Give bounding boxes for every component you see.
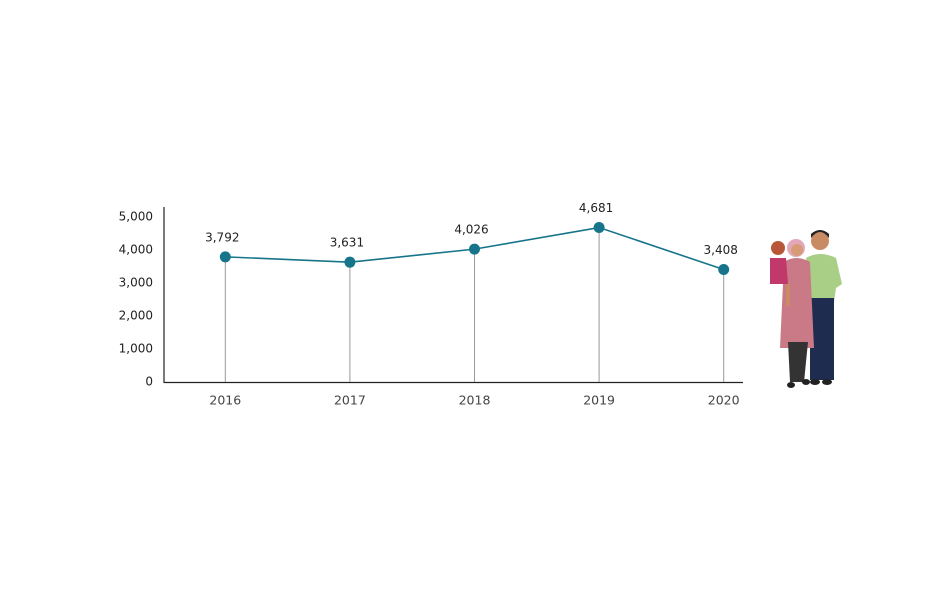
data-label: 3,408 — [704, 243, 738, 257]
point — [469, 243, 480, 255]
y-tick-label: 0 — [145, 375, 153, 389]
family-illustration — [770, 230, 842, 388]
x-tick-label: 2019 — [583, 393, 615, 408]
point — [344, 256, 356, 268]
point — [219, 251, 231, 263]
x-tick-label: 2018 — [459, 393, 491, 408]
x-tick-label: 2016 — [209, 393, 241, 408]
x-tick-label: 2017 — [334, 393, 366, 408]
data-label: 4,681 — [579, 201, 613, 215]
y-tick-label: 3,000 — [119, 276, 153, 290]
y-tick-label: 4,000 — [119, 243, 153, 257]
data-label: 3,631 — [330, 236, 364, 250]
y-tick-label: 2,000 — [119, 309, 153, 323]
y-tick-label: 1,000 — [119, 342, 153, 356]
data-label: 3,792 — [205, 230, 239, 244]
x-tick-label: 2020 — [708, 393, 740, 408]
point — [593, 222, 605, 234]
point — [718, 264, 730, 276]
y-tick-label: 5,000 — [119, 210, 153, 224]
data-label: 4,026 — [454, 223, 488, 237]
